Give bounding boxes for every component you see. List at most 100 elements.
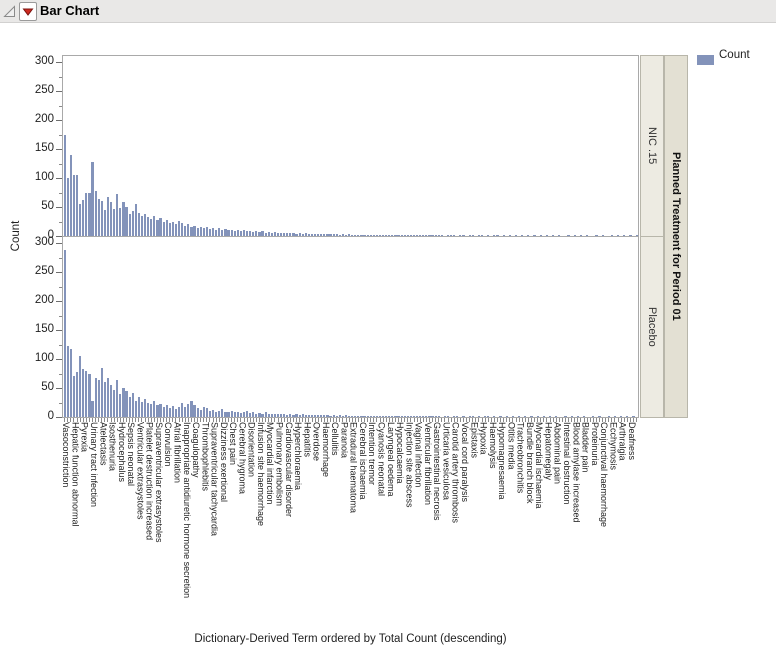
bar[interactable] (341, 415, 344, 417)
bar[interactable] (582, 416, 586, 417)
bar[interactable] (366, 234, 369, 236)
bar[interactable] (592, 416, 595, 417)
bar[interactable] (332, 415, 335, 417)
bar[interactable] (119, 208, 122, 236)
bar[interactable] (341, 234, 344, 236)
bar[interactable] (539, 235, 542, 236)
bar[interactable] (385, 234, 388, 236)
bar[interactable] (88, 193, 91, 236)
bar[interactable] (230, 229, 233, 236)
bar[interactable] (113, 389, 116, 417)
bar[interactable] (323, 415, 326, 417)
bar[interactable] (143, 399, 147, 417)
bar[interactable] (623, 235, 626, 236)
bar[interactable] (184, 225, 187, 236)
bar[interactable] (79, 355, 82, 417)
bar[interactable] (264, 412, 267, 417)
bar[interactable] (344, 234, 348, 236)
bar[interactable] (230, 411, 233, 417)
bar[interactable] (245, 231, 249, 236)
bar[interactable] (72, 174, 76, 236)
red-triangle-menu-button[interactable] (19, 2, 37, 21)
bar[interactable] (567, 235, 570, 236)
bar[interactable] (283, 413, 286, 417)
bar[interactable] (357, 415, 360, 417)
bar[interactable] (174, 408, 178, 417)
bar[interactable] (375, 235, 379, 236)
bar[interactable] (63, 249, 66, 417)
bar[interactable] (514, 235, 518, 236)
bar[interactable] (409, 235, 413, 236)
bar[interactable] (419, 235, 422, 236)
bar[interactable] (79, 203, 82, 236)
bar[interactable] (403, 235, 406, 236)
bar[interactable] (165, 404, 168, 417)
bar[interactable] (620, 416, 623, 417)
bar[interactable] (94, 190, 97, 236)
bar[interactable] (156, 405, 159, 417)
bar[interactable] (363, 234, 366, 236)
bar[interactable] (134, 204, 137, 236)
bar[interactable] (255, 413, 258, 417)
bar[interactable] (211, 410, 215, 417)
bar[interactable] (521, 235, 524, 236)
bar[interactable] (215, 411, 218, 417)
bar[interactable] (150, 218, 153, 236)
bar[interactable] (205, 408, 208, 417)
bar[interactable] (156, 219, 159, 236)
bar[interactable] (409, 416, 413, 417)
bar[interactable] (632, 416, 635, 417)
bar[interactable] (564, 416, 567, 417)
bar[interactable] (310, 415, 314, 417)
bar[interactable] (570, 416, 573, 417)
bar[interactable] (273, 231, 276, 236)
bar[interactable] (471, 235, 474, 236)
bar[interactable] (270, 413, 273, 417)
bar[interactable] (236, 230, 239, 236)
bar[interactable] (329, 234, 332, 236)
bar[interactable] (94, 378, 97, 417)
bar[interactable] (143, 213, 147, 236)
bar[interactable] (416, 235, 419, 236)
bar[interactable] (270, 232, 273, 236)
bar[interactable] (530, 416, 533, 417)
bar[interactable] (320, 234, 323, 236)
bar[interactable] (468, 416, 471, 417)
bar[interactable] (227, 412, 230, 417)
bar[interactable] (425, 235, 428, 236)
bar[interactable] (236, 411, 239, 417)
outline-disclosure-icon[interactable] (3, 5, 16, 18)
bar[interactable] (122, 202, 125, 236)
bar[interactable] (459, 235, 462, 236)
bar[interactable] (477, 416, 481, 417)
bar[interactable] (598, 416, 601, 417)
bar[interactable] (332, 234, 335, 236)
bar[interactable] (75, 371, 79, 417)
bar[interactable] (422, 416, 425, 417)
bar[interactable] (208, 411, 212, 417)
bar[interactable] (388, 235, 391, 236)
bar[interactable] (109, 202, 113, 236)
bar[interactable] (100, 200, 103, 236)
bar[interactable] (434, 235, 437, 236)
bar[interactable] (527, 235, 530, 236)
bar[interactable] (116, 380, 119, 417)
bar[interactable] (511, 416, 515, 417)
bar[interactable] (168, 223, 171, 236)
bar[interactable] (613, 416, 617, 417)
bar[interactable] (72, 376, 76, 417)
bar[interactable] (477, 235, 481, 236)
bar[interactable] (462, 416, 465, 417)
bar[interactable] (348, 415, 351, 417)
bar[interactable] (153, 215, 156, 236)
bar[interactable] (616, 235, 620, 236)
bar[interactable] (487, 416, 490, 417)
bar[interactable] (499, 416, 502, 417)
bar[interactable] (555, 416, 558, 417)
bar[interactable] (552, 235, 555, 236)
bar[interactable] (242, 230, 246, 236)
bar[interactable] (320, 414, 323, 417)
bar[interactable] (205, 227, 208, 236)
bar[interactable] (215, 229, 218, 236)
bar[interactable] (131, 392, 134, 417)
